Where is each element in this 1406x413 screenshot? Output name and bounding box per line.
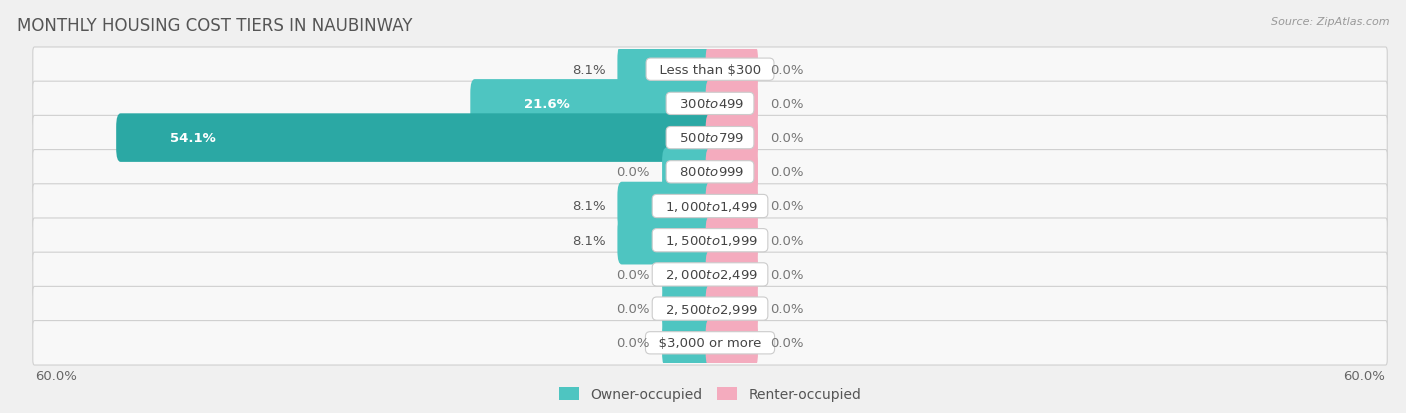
Text: 21.6%: 21.6%: [523, 97, 569, 111]
Text: $3,000 or more: $3,000 or more: [650, 337, 770, 349]
Text: 0.0%: 0.0%: [770, 234, 803, 247]
FancyBboxPatch shape: [706, 80, 758, 128]
Text: 8.1%: 8.1%: [572, 64, 606, 76]
Text: 0.0%: 0.0%: [770, 97, 803, 111]
Text: MONTHLY HOUSING COST TIERS IN NAUBINWAY: MONTHLY HOUSING COST TIERS IN NAUBINWAY: [17, 17, 412, 34]
Text: 0.0%: 0.0%: [770, 166, 803, 179]
Text: Source: ZipAtlas.com: Source: ZipAtlas.com: [1271, 17, 1389, 26]
Text: 0.0%: 0.0%: [770, 302, 803, 316]
FancyBboxPatch shape: [32, 321, 1388, 365]
Text: $1,000 to $1,499: $1,000 to $1,499: [657, 199, 763, 214]
FancyBboxPatch shape: [32, 218, 1388, 263]
FancyBboxPatch shape: [32, 287, 1388, 331]
FancyBboxPatch shape: [32, 184, 1388, 229]
Text: $500 to $799: $500 to $799: [671, 132, 749, 145]
Legend: Owner-occupied, Renter-occupied: Owner-occupied, Renter-occupied: [553, 382, 868, 407]
Text: 0.0%: 0.0%: [770, 268, 803, 281]
Text: $2,000 to $2,499: $2,000 to $2,499: [657, 268, 763, 282]
FancyBboxPatch shape: [662, 319, 714, 367]
Text: 8.1%: 8.1%: [572, 200, 606, 213]
FancyBboxPatch shape: [470, 80, 714, 128]
FancyBboxPatch shape: [617, 216, 714, 265]
FancyBboxPatch shape: [706, 285, 758, 333]
Text: 54.1%: 54.1%: [170, 132, 215, 145]
FancyBboxPatch shape: [617, 182, 714, 231]
FancyBboxPatch shape: [706, 216, 758, 265]
Text: 0.0%: 0.0%: [617, 302, 650, 316]
FancyBboxPatch shape: [117, 114, 714, 162]
FancyBboxPatch shape: [662, 285, 714, 333]
Text: 0.0%: 0.0%: [770, 200, 803, 213]
Text: $800 to $999: $800 to $999: [671, 166, 749, 179]
FancyBboxPatch shape: [662, 251, 714, 299]
Text: 0.0%: 0.0%: [770, 337, 803, 349]
FancyBboxPatch shape: [706, 251, 758, 299]
FancyBboxPatch shape: [706, 182, 758, 231]
FancyBboxPatch shape: [32, 48, 1388, 92]
Text: 0.0%: 0.0%: [617, 337, 650, 349]
FancyBboxPatch shape: [32, 116, 1388, 160]
Text: 0.0%: 0.0%: [770, 132, 803, 145]
Text: $2,500 to $2,999: $2,500 to $2,999: [657, 302, 763, 316]
FancyBboxPatch shape: [706, 114, 758, 162]
Text: 8.1%: 8.1%: [572, 234, 606, 247]
FancyBboxPatch shape: [32, 150, 1388, 195]
FancyBboxPatch shape: [706, 148, 758, 197]
Text: 0.0%: 0.0%: [617, 268, 650, 281]
Text: $1,500 to $1,999: $1,500 to $1,999: [657, 234, 763, 248]
FancyBboxPatch shape: [617, 46, 714, 94]
Text: Less than $300: Less than $300: [651, 64, 769, 76]
Text: 0.0%: 0.0%: [617, 166, 650, 179]
FancyBboxPatch shape: [32, 82, 1388, 126]
Text: 0.0%: 0.0%: [770, 64, 803, 76]
Text: $300 to $499: $300 to $499: [671, 97, 749, 111]
FancyBboxPatch shape: [662, 148, 714, 197]
FancyBboxPatch shape: [706, 46, 758, 94]
FancyBboxPatch shape: [32, 253, 1388, 297]
FancyBboxPatch shape: [706, 319, 758, 367]
